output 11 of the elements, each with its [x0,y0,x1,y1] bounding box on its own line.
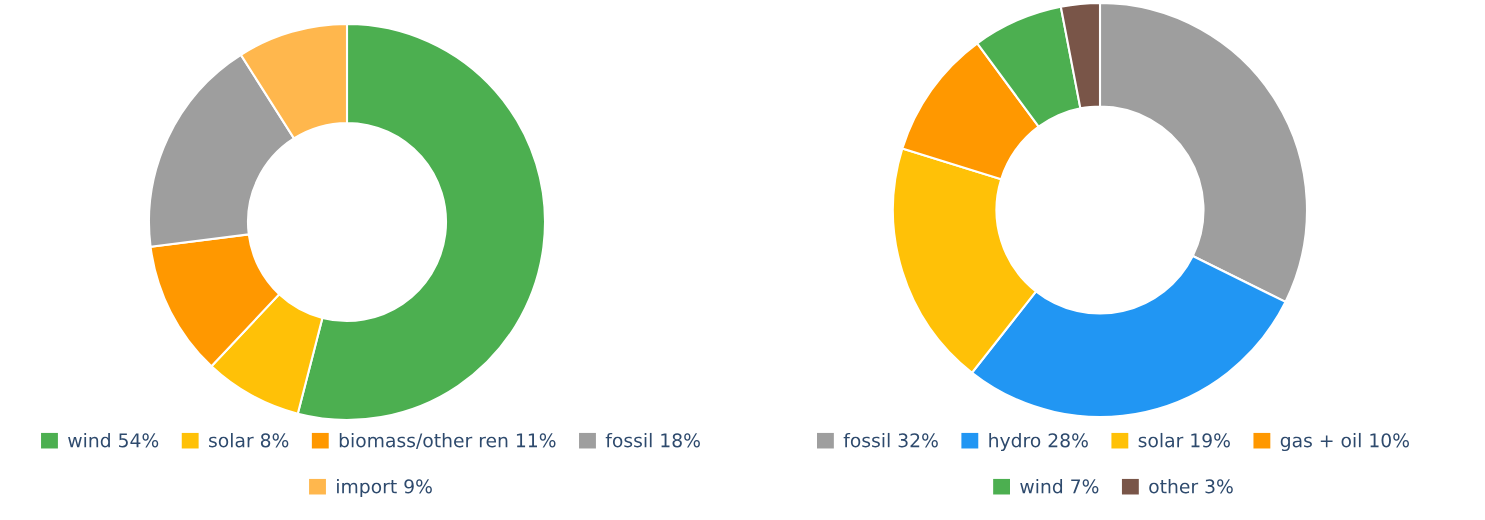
legend-label: solar 19% [1138,432,1230,448]
legend-label: wind 7% [1020,478,1099,494]
legend-label: import 9% [337,478,432,498]
legend-label: solar 8% [209,432,289,448]
legend-label: hydro 28% [989,432,1088,452]
legend-label: biomass/other ren 11% [339,432,556,449]
legend-label: other 3% [1149,478,1233,494]
legend-label: fossil 18% [605,432,700,448]
legend-label: wind 54% [68,432,159,448]
legend-label: fossil 32% [843,432,938,448]
legend-label: gas + oil 10% [1280,432,1409,452]
